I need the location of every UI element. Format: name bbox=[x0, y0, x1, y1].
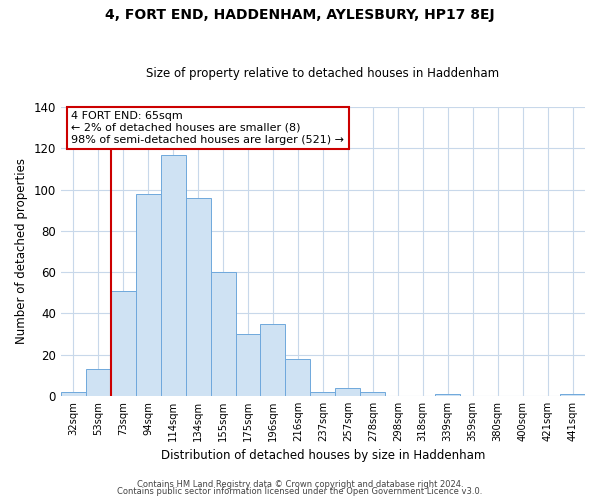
Bar bbox=[61, 392, 86, 396]
Bar bbox=[136, 194, 161, 396]
Bar bbox=[260, 324, 286, 396]
Text: Contains public sector information licensed under the Open Government Licence v3: Contains public sector information licen… bbox=[118, 488, 482, 496]
Bar bbox=[185, 198, 211, 396]
Bar bbox=[361, 392, 385, 396]
Text: 4 FORT END: 65sqm
← 2% of detached houses are smaller (8)
98% of semi-detached h: 4 FORT END: 65sqm ← 2% of detached house… bbox=[71, 112, 344, 144]
Bar bbox=[310, 392, 335, 396]
Bar bbox=[236, 334, 260, 396]
Bar bbox=[286, 359, 310, 396]
Bar bbox=[161, 154, 185, 396]
X-axis label: Distribution of detached houses by size in Haddenham: Distribution of detached houses by size … bbox=[161, 450, 485, 462]
Title: Size of property relative to detached houses in Haddenham: Size of property relative to detached ho… bbox=[146, 66, 499, 80]
Bar bbox=[211, 272, 236, 396]
Bar bbox=[111, 290, 136, 396]
Bar bbox=[435, 394, 460, 396]
Bar bbox=[86, 369, 111, 396]
Bar bbox=[560, 394, 585, 396]
Bar bbox=[335, 388, 361, 396]
Y-axis label: Number of detached properties: Number of detached properties bbox=[15, 158, 28, 344]
Text: Contains HM Land Registry data © Crown copyright and database right 2024.: Contains HM Land Registry data © Crown c… bbox=[137, 480, 463, 489]
Text: 4, FORT END, HADDENHAM, AYLESBURY, HP17 8EJ: 4, FORT END, HADDENHAM, AYLESBURY, HP17 … bbox=[105, 8, 495, 22]
